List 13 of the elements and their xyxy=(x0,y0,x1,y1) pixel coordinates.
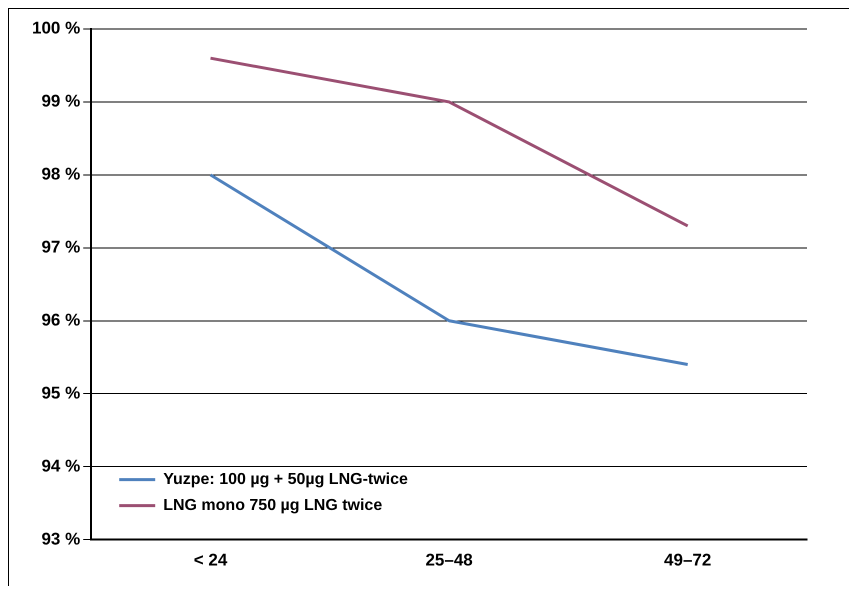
y-tick-label: 96 % xyxy=(41,310,80,330)
y-tick-label: 94 % xyxy=(41,456,80,476)
y-tick-label: 99 % xyxy=(41,92,80,111)
x-tick-label: < 24 xyxy=(194,550,228,570)
y-tick-label: 98 % xyxy=(41,164,80,184)
legend-label: Yuzpe: 100 µg + 50µg LNG-twice xyxy=(163,471,408,488)
y-tick-label: 93 % xyxy=(41,529,80,548)
x-tick-label: 49–72 xyxy=(664,550,712,570)
x-tick-label: 25–48 xyxy=(425,550,473,570)
y-tick-label: 97 % xyxy=(41,238,80,257)
y-tick-label: 100 % xyxy=(32,18,80,38)
y-tick-label: 95 % xyxy=(41,383,80,402)
legend-label: LNG mono 750 µg LNG twice xyxy=(163,497,382,514)
